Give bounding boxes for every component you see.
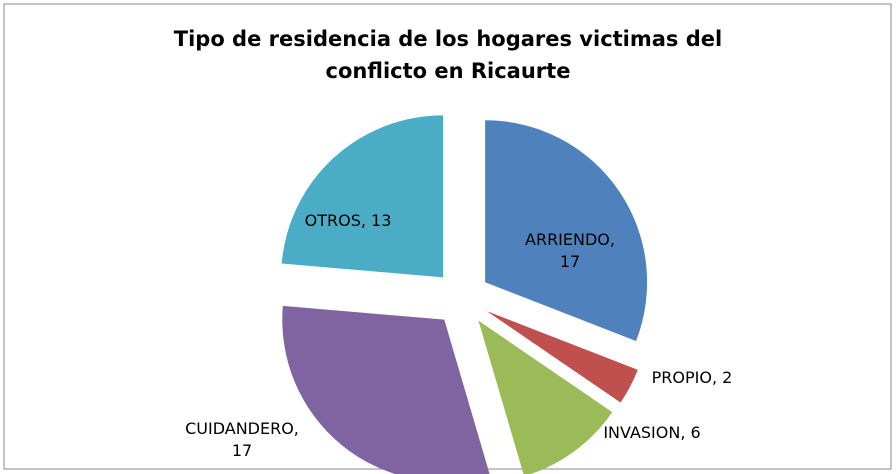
pie-slice: [485, 120, 648, 341]
slice-label-line: ARRIENDO,: [525, 230, 615, 249]
title-line: Tipo de residencia de los hogares victim…: [174, 27, 722, 51]
slice-label: PROPIO, 2: [652, 368, 733, 387]
slice-label-line: 17: [232, 441, 252, 460]
pie-slice: [282, 305, 490, 474]
pie-slice: [486, 311, 638, 403]
pie-slice: [478, 320, 613, 474]
title-line: conflicto en Ricaurte: [326, 59, 571, 83]
slice-label-line: 17: [560, 252, 580, 271]
slice-label: INVASION, 6: [603, 423, 700, 442]
slice-label-line: CUIDANDERO,: [185, 419, 299, 438]
slice-label: CUIDANDERO, 17: [185, 419, 299, 460]
slice-label: ARRIENDO, 17: [525, 230, 615, 271]
slice-label: OTROS, 13: [305, 211, 392, 230]
pie-slice: [281, 115, 444, 278]
chart-title: Tipo de residencia de los hogares victim…: [174, 27, 722, 83]
